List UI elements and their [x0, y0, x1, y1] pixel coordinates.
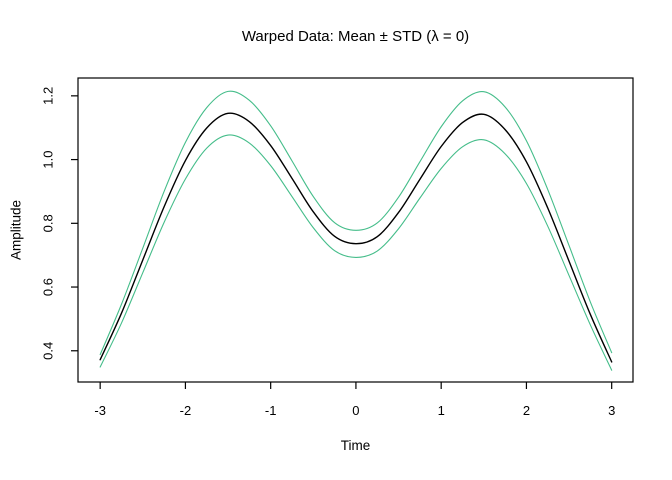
series-mean-plus-std [99, 90, 613, 356]
x-tick-label: 2 [523, 403, 530, 418]
chart-title: Warped Data: Mean ± STD (λ = 0) [241, 28, 470, 45]
x-tick-label: 0 [352, 403, 359, 418]
y-tick-label: 1.2 [41, 87, 56, 105]
y-tick-label: 0.8 [41, 214, 56, 232]
y-tick-label: 1.0 [41, 151, 56, 169]
series-mean [99, 112, 613, 363]
series-mean-minus-std [99, 134, 613, 371]
y-tick-label: 0.4 [41, 342, 56, 360]
x-tick-label: -3 [94, 403, 106, 418]
x-tick-label: 3 [608, 403, 615, 418]
y-tick-label: 0.6 [41, 278, 56, 296]
x-tick-label: -1 [265, 403, 277, 418]
x-tick-label: -2 [180, 403, 192, 418]
y-axis-label: Amplitude [8, 199, 24, 261]
x-tick-label: 1 [438, 403, 445, 418]
x-axis-label: Time [340, 438, 371, 453]
